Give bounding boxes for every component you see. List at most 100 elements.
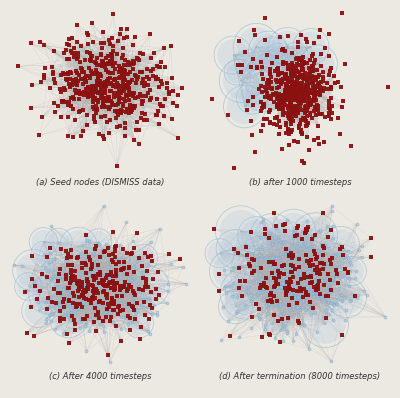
Point — [254, 311, 261, 318]
Point — [286, 128, 292, 134]
Point — [279, 77, 285, 83]
Point — [279, 280, 286, 287]
Point — [125, 84, 132, 90]
Point — [312, 251, 318, 257]
Point — [94, 81, 101, 87]
Point — [278, 94, 284, 100]
Point — [125, 282, 132, 288]
Point — [253, 261, 259, 267]
Point — [47, 244, 53, 251]
Point — [66, 300, 72, 306]
Point — [100, 300, 106, 306]
Point — [308, 286, 314, 293]
Point — [267, 70, 274, 77]
Point — [278, 259, 284, 266]
Point — [292, 87, 299, 94]
Point — [165, 281, 171, 287]
Point — [310, 51, 316, 58]
Point — [87, 57, 93, 63]
Point — [108, 55, 115, 62]
Point — [272, 115, 278, 121]
Point — [242, 277, 248, 284]
Point — [112, 286, 118, 292]
Point — [272, 283, 278, 289]
Point — [282, 300, 289, 306]
Point — [258, 254, 264, 260]
Point — [303, 92, 309, 98]
Point — [76, 294, 82, 300]
Point — [131, 60, 137, 66]
Point — [295, 279, 302, 286]
Point — [140, 51, 146, 58]
Point — [116, 93, 122, 100]
Point — [325, 271, 332, 278]
Point — [50, 267, 57, 273]
Point — [262, 36, 268, 43]
Point — [253, 43, 260, 50]
Point — [90, 274, 96, 280]
Point — [284, 97, 290, 103]
Point — [300, 115, 306, 121]
Point — [317, 271, 323, 278]
Point — [103, 307, 109, 313]
Point — [138, 110, 145, 116]
Point — [279, 47, 286, 53]
Point — [70, 96, 77, 102]
Point — [296, 88, 302, 95]
Point — [328, 277, 334, 283]
Point — [83, 293, 89, 300]
Point — [288, 114, 295, 120]
Point — [252, 149, 258, 155]
Point — [82, 57, 89, 63]
Point — [278, 97, 284, 103]
Point — [126, 85, 132, 92]
Point — [277, 124, 284, 130]
Point — [289, 93, 295, 99]
Point — [269, 271, 276, 278]
Point — [107, 285, 114, 291]
Point — [253, 278, 260, 285]
Point — [262, 262, 269, 269]
Point — [104, 300, 111, 307]
Point — [310, 269, 316, 276]
Point — [286, 304, 293, 310]
Point — [292, 80, 299, 87]
Point — [315, 123, 322, 129]
Point — [108, 299, 115, 305]
Point — [132, 292, 138, 298]
Point — [294, 93, 300, 99]
Point — [106, 285, 113, 291]
Point — [91, 71, 98, 77]
Point — [141, 83, 148, 89]
Point — [305, 80, 312, 86]
Point — [59, 293, 65, 300]
Point — [334, 250, 340, 257]
Point — [291, 73, 297, 79]
Point — [119, 292, 126, 298]
Point — [266, 78, 272, 84]
Point — [114, 304, 121, 310]
Point — [60, 268, 67, 275]
Point — [312, 290, 319, 297]
Point — [170, 100, 176, 106]
Point — [249, 267, 256, 274]
Point — [277, 302, 284, 309]
Point — [269, 85, 276, 91]
Point — [314, 67, 320, 73]
Point — [88, 68, 94, 74]
Point — [60, 85, 67, 91]
Point — [132, 34, 138, 41]
Point — [306, 258, 313, 264]
Point — [306, 245, 312, 252]
Point — [64, 41, 70, 47]
Point — [308, 100, 314, 106]
Point — [300, 53, 306, 60]
Point — [286, 253, 292, 259]
Point — [295, 139, 301, 145]
Point — [329, 110, 336, 116]
Point — [275, 72, 281, 79]
Point — [315, 285, 321, 292]
Point — [105, 78, 111, 85]
Point — [96, 239, 102, 245]
Point — [100, 281, 107, 287]
